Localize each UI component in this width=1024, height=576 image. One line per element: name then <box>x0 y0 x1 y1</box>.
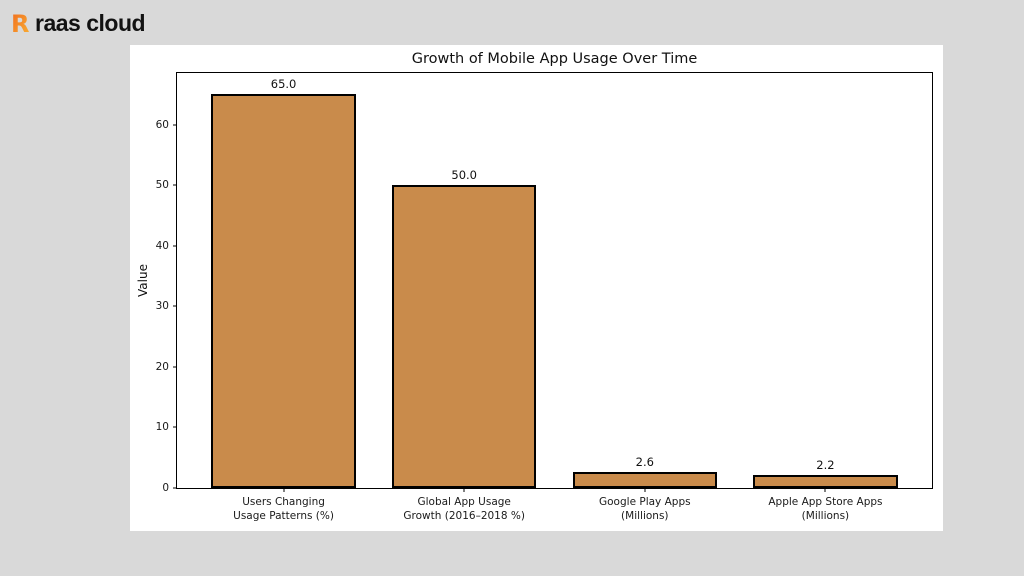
chart-title: Growth of Mobile App Usage Over Time <box>411 51 698 67</box>
y-tick-label: 0 <box>162 482 169 494</box>
logo-text: raas cloud <box>35 9 146 36</box>
x-tick-mark <box>463 488 465 492</box>
svg-text:R: R <box>12 11 29 35</box>
y-tick-mark <box>173 245 177 247</box>
y-tick-label: 10 <box>155 421 169 434</box>
bar <box>753 474 898 488</box>
y-tick-label: 20 <box>155 360 169 373</box>
y-tick-mark <box>173 184 177 186</box>
y-axis-label: Value <box>136 264 150 297</box>
raas-logo-icon: R <box>12 11 29 35</box>
y-tick-mark <box>173 366 177 368</box>
x-tick-label: Apple App Store Apps (Millions) <box>768 496 883 523</box>
y-tick-label: 40 <box>155 239 169 252</box>
x-tick-mark <box>283 488 285 492</box>
bar-value-label: 2.2 <box>816 457 835 472</box>
x-tick-mark <box>824 488 826 492</box>
y-tick-label: 30 <box>155 300 169 313</box>
y-tick-mark <box>173 487 177 489</box>
y-tick-mark <box>173 124 177 125</box>
x-tick-label: Global App Usage Growth (2016–2018 %) <box>403 496 525 523</box>
y-tick-label: 50 <box>155 179 169 192</box>
logo: R raas cloud <box>12 9 146 36</box>
x-tick-label: Google Play Apps (Millions) <box>599 496 691 523</box>
y-tick-mark <box>173 305 177 307</box>
bar-value-label: 50.0 <box>451 168 477 183</box>
y-tick-mark <box>173 426 177 428</box>
x-tick-mark <box>644 488 646 492</box>
chart-panel: Growth of Mobile App Usage Over Time Val… <box>130 45 943 531</box>
bar <box>211 94 356 488</box>
bar-value-label: 2.6 <box>635 455 654 470</box>
bar <box>391 185 537 488</box>
bar-value-label: 65.0 <box>270 77 297 92</box>
bar <box>572 472 718 488</box>
plot-area: 65.0 Users Changing Usage Patterns (%) 50.… <box>156 72 933 522</box>
x-tick-label: Users Changing Usage Patterns (%) <box>233 496 334 523</box>
y-tick-label: 60 <box>155 118 169 131</box>
